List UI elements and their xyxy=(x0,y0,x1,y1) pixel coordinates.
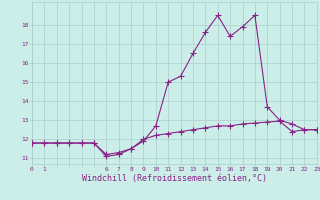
X-axis label: Windchill (Refroidissement éolien,°C): Windchill (Refroidissement éolien,°C) xyxy=(82,174,267,183)
